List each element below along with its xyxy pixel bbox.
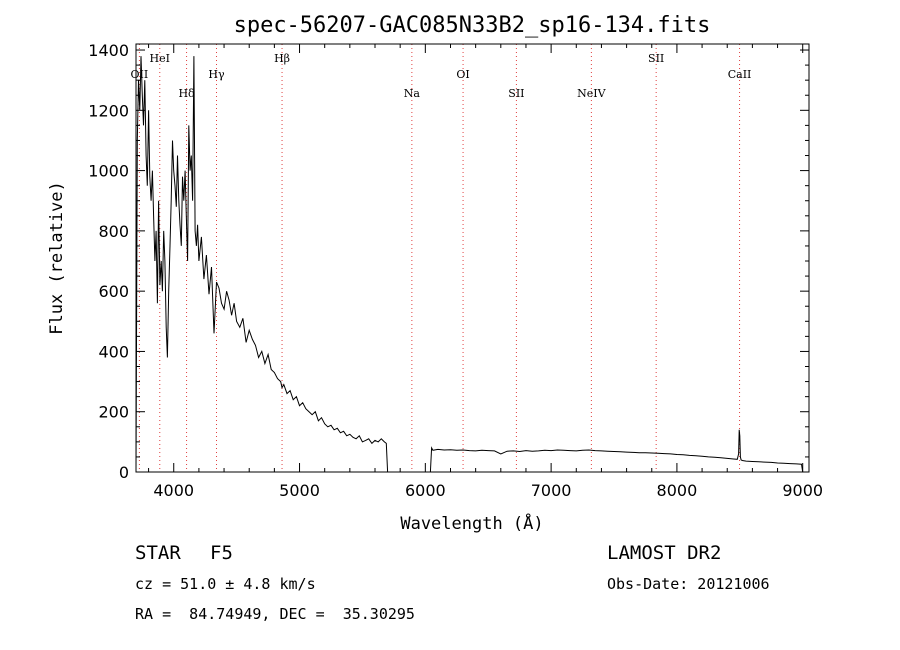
object-subclass: F5 xyxy=(210,542,233,564)
y-axis-label: Flux (relative) xyxy=(47,181,67,335)
axis-layer: 4000 5000 6000 7000 8000 9000 0 200 400 600 800 100… xyxy=(88,41,823,500)
y-tick-label-3: 600 xyxy=(98,282,129,301)
chart-title: spec-56207-GAC085N33B2_sp16-134.fits xyxy=(234,13,711,38)
plot-frame xyxy=(135,43,810,473)
spectrum-series-0 xyxy=(135,56,389,473)
line-label-3: Hγ xyxy=(208,68,225,81)
line-label-2: Hδ xyxy=(178,87,195,100)
object-class: STAR xyxy=(135,542,181,564)
x-tick-label-3: 7000 xyxy=(531,481,572,500)
spectrum-layer xyxy=(135,56,804,473)
y-tick-label-1: 200 xyxy=(98,403,129,422)
line-label-8: NeIV xyxy=(577,87,606,100)
x-tick-label-1: 5000 xyxy=(279,481,320,500)
spectrum-series-1 xyxy=(429,429,804,473)
line-label-7: SII xyxy=(508,87,524,100)
line-label-10: CaII xyxy=(728,68,752,81)
x-tick-label-0: 4000 xyxy=(153,481,194,500)
y-tick-label-0: 0 xyxy=(119,463,129,482)
line-label-4: Hβ xyxy=(274,52,290,65)
y-tick-label-7: 1400 xyxy=(88,41,129,60)
line-label-1: HeI xyxy=(150,52,170,65)
line-label-9: SII xyxy=(648,52,664,65)
y-tick-label-2: 400 xyxy=(98,342,129,361)
obs-date: Obs-Date: 20121006 xyxy=(607,575,770,593)
line-label-0: OII xyxy=(131,68,149,81)
x-tick-label-2: 6000 xyxy=(405,481,446,500)
survey-name: LAMOST DR2 xyxy=(607,542,722,564)
line-label-5: Na xyxy=(404,87,421,100)
x-tick-label-4: 8000 xyxy=(657,481,698,500)
y-tick-label-5: 1000 xyxy=(88,162,129,181)
line-label-6: OI xyxy=(456,68,469,81)
coordinates: RA = 84.74949, DEC = 35.30295 xyxy=(135,605,415,623)
y-tick-label-4: 800 xyxy=(98,222,129,241)
x-axis-label: Wavelength (Å) xyxy=(400,512,543,534)
redshift-value: cz = 51.0 ± 4.8 km/s xyxy=(135,575,316,593)
y-tick-label-6: 1200 xyxy=(88,101,129,120)
x-tick-label-5: 9000 xyxy=(782,481,823,500)
